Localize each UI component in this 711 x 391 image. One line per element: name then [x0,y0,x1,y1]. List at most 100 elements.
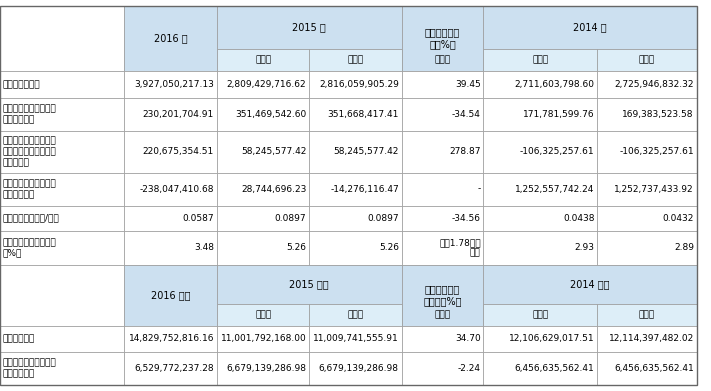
Bar [402,352,483,385]
Text: 6,456,635,562.41: 6,456,635,562.41 [515,364,594,373]
Text: -: - [477,185,481,194]
Text: 总资产（元）: 总资产（元） [3,334,35,343]
Bar [309,49,402,71]
Bar [0,231,124,265]
Bar [0,173,124,206]
Text: 5.26: 5.26 [379,243,399,252]
Bar [597,71,697,98]
Text: 58,245,577.42: 58,245,577.42 [241,147,306,156]
Bar [309,304,402,326]
Text: 经营活动产生的现金流
量净额（元）: 经营活动产生的现金流 量净额（元） [3,179,57,199]
Bar [597,173,697,206]
Text: 2,816,059,905.29: 2,816,059,905.29 [319,80,399,89]
Bar [124,98,217,131]
Text: 归属于上市公司股东的
扣除非经常性损益的净
利润（元）: 归属于上市公司股东的 扣除非经常性损益的净 利润（元） [3,136,57,167]
Text: -106,325,257.61: -106,325,257.61 [520,147,594,156]
Text: 12,114,397,482.02: 12,114,397,482.02 [609,334,694,343]
Bar [483,49,597,71]
Bar [217,326,309,352]
Text: 2,725,946,832.32: 2,725,946,832.32 [614,80,694,89]
Text: 3.48: 3.48 [194,243,214,252]
Text: 351,469,542.60: 351,469,542.60 [235,109,306,118]
Bar [217,49,309,71]
Bar [597,49,697,71]
Bar [309,71,402,98]
Text: 2016 年: 2016 年 [154,34,188,43]
Text: 基本每股收益（元/股）: 基本每股收益（元/股） [3,213,60,222]
Bar [597,98,697,131]
Bar [0,265,124,326]
Text: 34.70: 34.70 [455,334,481,343]
Bar [597,352,697,385]
Bar [483,265,697,304]
Text: -238,047,410.68: -238,047,410.68 [139,185,214,194]
Bar [217,352,309,385]
Text: 2,809,429,716.62: 2,809,429,716.62 [227,80,306,89]
Text: 2.89: 2.89 [674,243,694,252]
Bar [309,231,402,265]
Bar [309,206,402,231]
Text: 58,245,577.42: 58,245,577.42 [333,147,399,156]
Text: 营业收入（元）: 营业收入（元） [3,80,41,89]
Bar [597,131,697,173]
Text: 14,829,752,816.16: 14,829,752,816.16 [129,334,214,343]
Bar [0,98,124,131]
Text: 11,009,741,555.91: 11,009,741,555.91 [313,334,399,343]
Bar [124,352,217,385]
Bar [483,231,597,265]
Text: 28,744,696.23: 28,744,696.23 [241,185,306,194]
Bar [483,173,597,206]
Text: 6,456,635,562.41: 6,456,635,562.41 [614,364,694,373]
Bar [483,6,697,49]
Text: 1,252,737,433.92: 1,252,737,433.92 [614,185,694,194]
Text: 2014 年: 2014 年 [573,23,607,32]
Text: 归属于上市公司股东的
净利润（元）: 归属于上市公司股东的 净利润（元） [3,104,57,124]
Text: 3,927,050,217.13: 3,927,050,217.13 [134,80,214,89]
Text: -2.24: -2.24 [458,364,481,373]
Text: 1,252,557,742.24: 1,252,557,742.24 [515,185,594,194]
Text: 6,679,139,286.98: 6,679,139,286.98 [319,364,399,373]
Bar [402,98,483,131]
Text: 0.0897: 0.0897 [275,213,306,222]
Bar [483,206,597,231]
Bar [402,231,483,265]
Bar [124,173,217,206]
Text: 本年末比上年
末增减（%）: 本年末比上年 末增减（%） [423,284,462,306]
Bar [402,131,483,173]
Bar [402,206,483,231]
Bar [402,304,483,326]
Bar [483,131,597,173]
Bar [124,71,217,98]
Text: 6,679,139,286.98: 6,679,139,286.98 [226,364,306,373]
Bar [402,326,483,352]
Text: 2015 年: 2015 年 [292,23,326,32]
Bar [0,131,124,173]
Bar [0,352,124,385]
Bar [402,173,483,206]
Text: -34.54: -34.54 [451,109,481,118]
Bar [597,304,697,326]
Bar [217,173,309,206]
Text: 278.87: 278.87 [449,147,481,156]
Bar [124,326,217,352]
Bar [217,265,402,304]
Text: 调整后: 调整后 [639,310,655,319]
Text: 调整后: 调整后 [639,56,655,65]
Text: 351,668,417.41: 351,668,417.41 [328,109,399,118]
Text: 0.0587: 0.0587 [183,213,214,222]
Text: 0.0897: 0.0897 [368,213,399,222]
Text: 171,781,599.76: 171,781,599.76 [523,109,594,118]
Bar [217,131,309,173]
Bar [124,131,217,173]
Bar [124,265,217,326]
Bar [309,352,402,385]
Text: 0.0432: 0.0432 [663,213,694,222]
Text: 调整前: 调整前 [533,310,548,319]
Text: 230,201,704.91: 230,201,704.91 [143,109,214,118]
Text: 2016 年末: 2016 年末 [151,291,191,300]
Text: 调整后: 调整后 [348,310,363,319]
Bar [217,6,402,49]
Bar [0,6,124,71]
Bar [217,98,309,131]
Bar [402,265,483,326]
